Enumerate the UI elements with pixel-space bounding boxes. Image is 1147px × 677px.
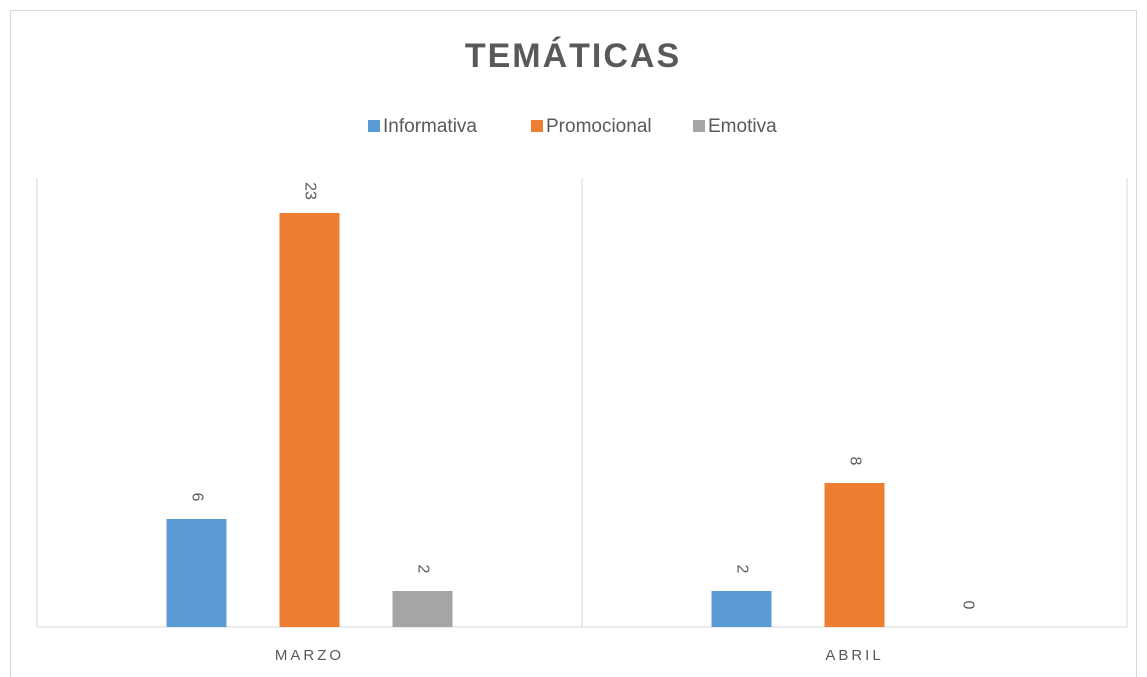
value-label: 8 [846,457,863,466]
value-label: 2 [733,565,750,574]
bar [711,591,772,627]
chart-title: TEMÁTICAS [465,37,681,75]
legend-label: Emotiva [708,116,777,137]
value-label: 6 [188,493,205,502]
legend-swatch [368,120,380,132]
bar [392,591,453,627]
legend-label: Promocional [546,116,652,137]
legend-label: Informativa [383,116,477,137]
x-tick-label: MARZO [275,647,344,664]
value-label: 23 [301,182,318,200]
value-label: 2 [414,565,431,574]
value-label: 0 [959,601,976,610]
bar [166,519,227,627]
bar [279,213,340,627]
legend-swatch [531,120,543,132]
x-tick-label: ABRIL [825,647,883,664]
bar [824,483,885,627]
legend-swatch [693,120,705,132]
